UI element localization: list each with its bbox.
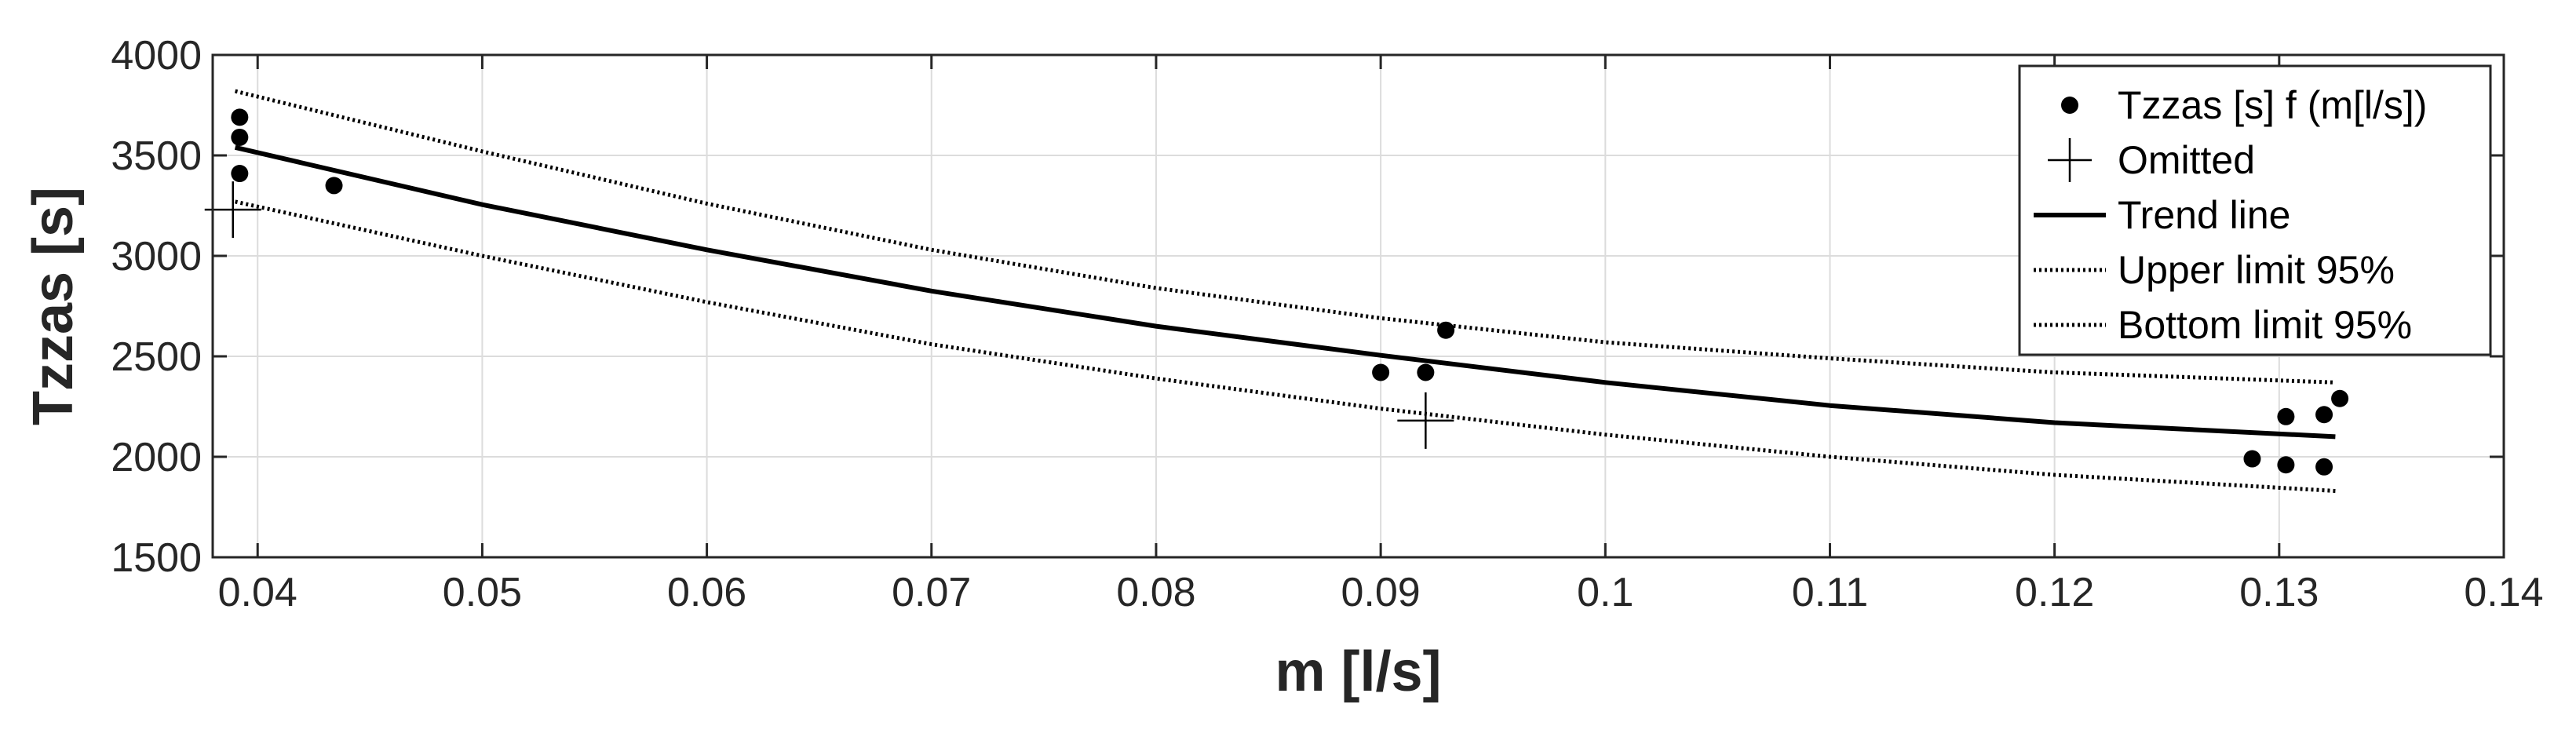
data-point bbox=[231, 165, 249, 183]
x-tick-label: 0.14 bbox=[2464, 570, 2543, 615]
x-tick-label: 0.08 bbox=[1116, 570, 1195, 615]
legend: Tzzas [s] f (m[l/s]) Omitted Trend line Upp… bbox=[2018, 64, 2492, 356]
plot-frame bbox=[211, 53, 2505, 559]
omitted-point bbox=[1397, 392, 1454, 449]
legend-item-bottom-limit-95: Bottom limit 95% bbox=[2034, 303, 2412, 347]
series-trend-line bbox=[234, 144, 2336, 440]
data-point bbox=[1417, 363, 1435, 381]
legend-label: Omitted bbox=[2118, 138, 2255, 182]
data-point bbox=[2243, 450, 2261, 468]
x-tick-label: 0.06 bbox=[667, 570, 746, 615]
omitted-point bbox=[204, 181, 261, 239]
y-tick-label: 3000 bbox=[111, 234, 202, 279]
data-point bbox=[1372, 363, 1390, 381]
x-tick-label: 0.1 bbox=[1577, 570, 1633, 615]
y-axis-title: Tzzas [s] bbox=[22, 187, 85, 425]
series-layer bbox=[204, 89, 2349, 493]
data-point bbox=[2277, 407, 2295, 425]
upper-limit-95-line bbox=[235, 89, 2336, 385]
x-tick-label: 0.07 bbox=[892, 570, 971, 615]
y-tick-label: 4000 bbox=[111, 33, 202, 78]
y-tick-label: 3500 bbox=[111, 133, 202, 179]
bottom-limit-95-line bbox=[235, 199, 2336, 493]
data-point bbox=[2331, 389, 2349, 407]
legend-label: Tzzas [s] f (m[l/s]) bbox=[2118, 83, 2427, 127]
ticks: 0.04 0.05 0.06 0.07 0.08 0.09 0.1 0.11 0.12 0.13 0… bbox=[111, 33, 2543, 615]
data-point bbox=[2315, 458, 2333, 476]
legend-label: Trend line bbox=[2118, 193, 2290, 237]
y-tick-label: 1500 bbox=[111, 535, 202, 581]
data-point bbox=[231, 108, 249, 126]
x-tick-label: 0.09 bbox=[1341, 570, 1421, 615]
legend-item-trend-line: Trend line bbox=[2034, 193, 2290, 237]
x-tick-label: 0.12 bbox=[2015, 570, 2094, 615]
series-upper-limit-95 bbox=[235, 89, 2336, 385]
legend-label: Bottom limit 95% bbox=[2118, 303, 2412, 347]
legend-item-omitted: Omitted bbox=[2048, 138, 2255, 182]
legend-swatch bbox=[2061, 97, 2078, 114]
x-axis-title: m [l/s] bbox=[1275, 640, 1441, 703]
legend-swatch bbox=[2048, 138, 2092, 182]
data-point bbox=[1437, 321, 1455, 339]
x-tick-label: 0.05 bbox=[443, 570, 522, 615]
series-bottom-limit-95 bbox=[235, 199, 2336, 493]
legend-item-upper-limit-95: Upper limit 95% bbox=[2034, 248, 2395, 292]
data-point bbox=[2277, 456, 2295, 474]
data-point bbox=[2315, 406, 2333, 424]
series-omitted bbox=[204, 181, 1454, 449]
data-point bbox=[325, 177, 343, 195]
legend-label: Upper limit 95% bbox=[2118, 248, 2395, 292]
x-tick-label: 0.04 bbox=[218, 570, 297, 615]
trend-line-line bbox=[234, 144, 2336, 440]
data-point bbox=[231, 128, 249, 146]
legend-box bbox=[2018, 64, 2492, 356]
legend-item-tzzas-s-f-m-l-s: Tzzas [s] f (m[l/s]) bbox=[2061, 83, 2427, 127]
series-tzzas-s-f-m-l-s bbox=[231, 108, 2349, 476]
y-tick-label: 2000 bbox=[111, 435, 202, 480]
x-tick-label: 0.13 bbox=[2239, 570, 2319, 615]
x-tick-label: 0.11 bbox=[1792, 570, 1868, 615]
y-tick-label: 2500 bbox=[111, 334, 202, 380]
